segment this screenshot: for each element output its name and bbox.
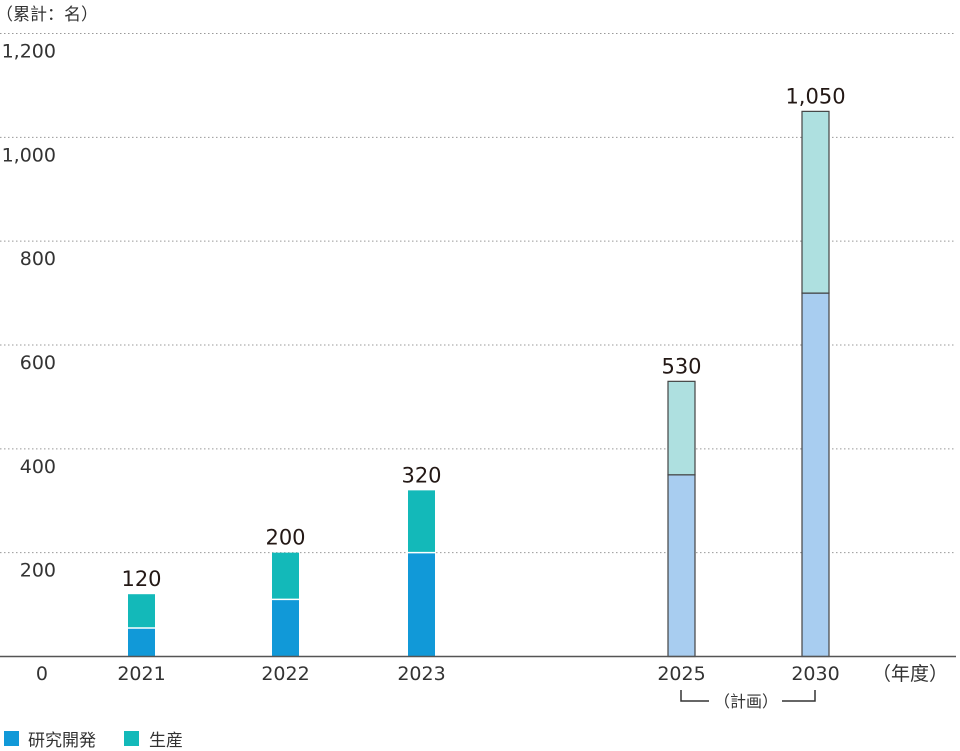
plan-bracket: （計画）: [680, 690, 816, 711]
y-axis-label: （累計：名）: [0, 5, 98, 25]
total-labels: 120 200 320 530 1,050: [121, 84, 845, 591]
bar-segment-production: [801, 110, 830, 294]
y-tick-label: 600: [20, 352, 56, 374]
plan-label: （計画）: [714, 692, 778, 711]
plan-bracket-left: [680, 690, 709, 702]
y-tick-label: 400: [20, 456, 56, 478]
x-tick-label: 2030: [791, 663, 839, 685]
y-tick-label: 0: [36, 663, 48, 685]
total-label: 530: [661, 354, 701, 378]
legend-swatch-production: [124, 731, 139, 746]
bar-segment-production: [667, 380, 696, 476]
y-tick-label: 1,000: [2, 144, 56, 166]
legend-label-production: 生産: [149, 731, 183, 751]
plan-bracket-right: [782, 690, 816, 702]
bar-segment-production: [128, 594, 155, 628]
total-label: 320: [401, 463, 441, 487]
bar-segment-rnd: [272, 599, 299, 657]
bar-segment-production: [272, 552, 299, 600]
y-axis-ticks: 0 200 400 600 800 1,000 1,200: [2, 41, 56, 686]
bar-segment-rnd: [801, 292, 830, 658]
bar-segment-rnd: [667, 474, 696, 658]
total-label: 120: [121, 567, 161, 591]
y-tick-label: 200: [20, 560, 56, 582]
legend-label-rnd: 研究開発: [28, 731, 96, 751]
x-tick-label: 2022: [261, 663, 309, 685]
y-tick-label: 800: [20, 248, 56, 270]
x-axis-label: （年度）: [872, 663, 948, 685]
total-label: 1,050: [785, 84, 845, 108]
total-label: 200: [265, 526, 305, 550]
y-tick-label: 1,200: [2, 41, 56, 63]
bars: [128, 110, 830, 658]
bar-segment-rnd: [408, 552, 435, 657]
bar-segment-rnd: [128, 627, 155, 657]
legend-swatch-rnd: [4, 731, 19, 746]
legend: 研究開発 生産: [4, 731, 183, 751]
x-tick-label: 2025: [657, 663, 705, 685]
x-tick-label: 2021: [117, 663, 165, 685]
x-axis-ticks: 2021 2022 2023 2025 2030: [117, 663, 839, 685]
x-tick-label: 2023: [397, 663, 445, 685]
grid-lines: [0, 33, 956, 554]
bar-segment-production: [408, 490, 435, 553]
